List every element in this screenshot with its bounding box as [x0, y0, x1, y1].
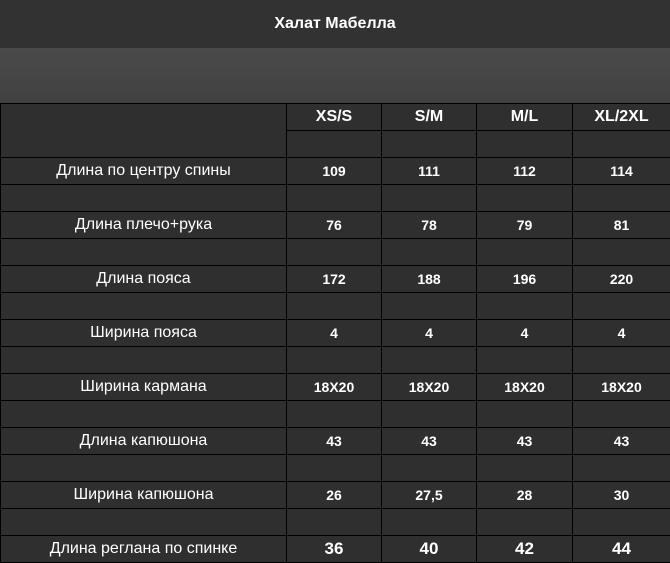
row-label: Ширина кармана	[1, 374, 287, 401]
value-cell: 18X20	[287, 374, 382, 401]
spacer-row	[1, 509, 670, 536]
value-cell: 4	[382, 320, 477, 347]
size-header: M/L	[477, 104, 573, 131]
header-band	[0, 48, 670, 103]
spacer-row	[1, 455, 670, 482]
value-cell: 78	[382, 212, 477, 239]
size-header: XS/S	[287, 104, 382, 131]
size-header: XL/2XL	[573, 104, 670, 131]
value-cell: 43	[287, 428, 382, 455]
corner-cell	[1, 104, 287, 158]
row-label: Длина пояса	[1, 266, 287, 293]
page-title: Халат Мабелла	[274, 15, 395, 33]
value-cell: 4	[573, 320, 670, 347]
row-label: Длина капюшона	[1, 428, 287, 455]
size-table: XS/S S/M M/L XL/2XL Длина по центру спин…	[0, 103, 670, 563]
header-row: XS/S S/M M/L XL/2XL	[1, 104, 670, 131]
value-cell: 42	[477, 536, 573, 563]
value-cell: 111	[382, 158, 477, 185]
value-cell: 26	[287, 482, 382, 509]
value-cell: 4	[287, 320, 382, 347]
value-cell: 114	[573, 158, 670, 185]
value-cell: 28	[477, 482, 573, 509]
value-cell: 18X20	[382, 374, 477, 401]
value-cell: 79	[477, 212, 573, 239]
value-cell: 43	[382, 428, 477, 455]
value-cell: 43	[573, 428, 670, 455]
title-bar: Халат Мабелла	[0, 0, 670, 48]
value-cell: 172	[287, 266, 382, 293]
spacer-row	[1, 239, 670, 266]
value-cell: 188	[382, 266, 477, 293]
value-cell: 44	[573, 536, 670, 563]
value-cell: 196	[477, 266, 573, 293]
value-cell: 18X20	[477, 374, 573, 401]
spacer-row	[1, 293, 670, 320]
value-cell: 112	[477, 158, 573, 185]
row-label: Длина плечо+рука	[1, 212, 287, 239]
value-cell: 36	[287, 536, 382, 563]
value-cell: 43	[477, 428, 573, 455]
row-label: Длина реглана по спинке	[1, 536, 287, 563]
row-label: Ширина капюшона	[1, 482, 287, 509]
value-cell: 27,5	[382, 482, 477, 509]
value-cell: 4	[477, 320, 573, 347]
value-cell: 40	[382, 536, 477, 563]
value-cell: 220	[573, 266, 670, 293]
value-cell: 18X20	[573, 374, 670, 401]
spacer-row	[1, 185, 670, 212]
row-label: Длина по центру спины	[1, 158, 287, 185]
spacer-row	[1, 347, 670, 374]
value-cell: 76	[287, 212, 382, 239]
value-cell: 30	[573, 482, 670, 509]
size-header: S/M	[382, 104, 477, 131]
spacer-row	[1, 401, 670, 428]
row-label: Ширина пояса	[1, 320, 287, 347]
value-cell: 81	[573, 212, 670, 239]
value-cell: 109	[287, 158, 382, 185]
